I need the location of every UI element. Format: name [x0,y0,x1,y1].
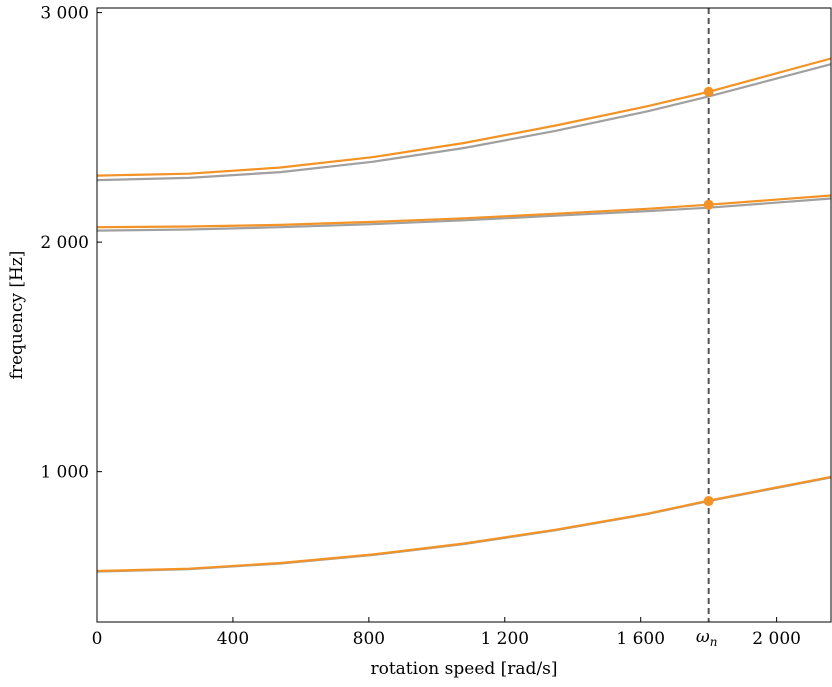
tick-layer: 0 400 800 1 200 1 600 2 000 1 000 2 000 3 000 ωn [40,4,801,649]
series-line-gray [96,63,832,182]
x-tick-label: 400 [217,629,249,649]
omega-n-tick-label: ωn [696,627,718,649]
y-tick-label: 3 000 [40,4,89,24]
marker-layer [703,8,714,622]
data-point-marker [703,496,714,507]
series-layer [96,57,832,573]
x-tick-label: 2 000 [752,629,801,649]
x-axis-label: rotation speed [rad/s] [370,659,557,679]
series-line-orange [96,194,832,229]
series-line-gray [96,476,832,573]
x-tick-label: 1 200 [480,629,529,649]
data-point-marker [703,86,714,97]
y-tick-label: 1 000 [40,463,89,483]
series-line-gray [96,197,832,232]
plot-frame [96,7,832,623]
y-tick-label: 2 000 [40,233,89,253]
y-axis-label: frequency [Hz] [7,251,27,380]
x-tick-label: 800 [353,629,385,649]
series-line-orange [96,57,832,177]
x-tick-label: 0 [92,629,103,649]
x-tick-label: 1 600 [616,629,665,649]
series-line-orange [96,475,832,573]
data-point-marker [703,199,714,210]
